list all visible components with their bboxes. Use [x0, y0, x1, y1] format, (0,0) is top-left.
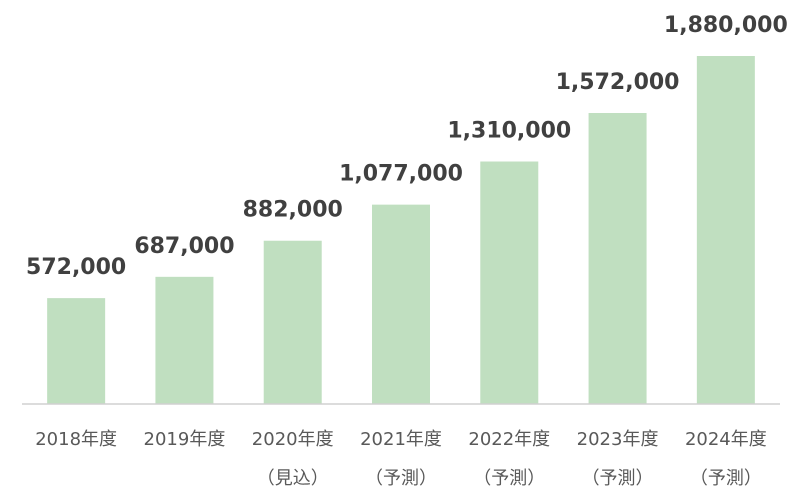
bar [372, 204, 430, 404]
x-tick-label-line: （予測） [473, 468, 545, 489]
value-label: 1,310,000 [447, 119, 571, 144]
value-label: 882,000 [243, 198, 343, 223]
bar [696, 56, 755, 404]
value-label: 687,000 [134, 234, 234, 259]
x-tick-label: 2022年度 （予測） [468, 429, 550, 489]
bar [155, 276, 214, 404]
value-label: 1,880,000 [664, 13, 788, 38]
x-tick-label: 2023年度 （予測） [577, 429, 659, 489]
x-tick-label: 2019年度 [144, 429, 226, 450]
x-tick-label-line: （予測） [690, 468, 762, 489]
x-tick-label-line: （予測） [582, 468, 654, 489]
x-tick-label-line: 2020年度 [252, 429, 334, 450]
x-tick-label: 2021年度 （予測） [360, 429, 442, 489]
bar [47, 298, 106, 404]
bar [480, 161, 539, 404]
x-tick-label: 2024年度 （予測） [685, 429, 767, 489]
x-tick-label: 2020年度 （見込） [252, 429, 334, 489]
x-tick-label-line: （予測） [365, 468, 437, 489]
x-tick-label-line: 2022年度 [468, 429, 550, 450]
x-tick-label-line: 2024年度 [685, 429, 767, 450]
x-tick-label-line: 2018年度 [35, 429, 117, 450]
value-label: 1,572,000 [556, 70, 680, 95]
value-label: 1,077,000 [339, 162, 463, 187]
x-tick-label-line: 2019年度 [144, 429, 226, 450]
x-tick-label-line: 2023年度 [577, 429, 659, 450]
x-tick-label: 2018年度 [35, 429, 117, 450]
x-tick-label-line: （見込） [257, 468, 329, 489]
x-tick-label-line: 2021年度 [360, 429, 442, 450]
value-label: 572,000 [26, 255, 126, 280]
bar [588, 113, 647, 405]
bar [263, 240, 322, 404]
